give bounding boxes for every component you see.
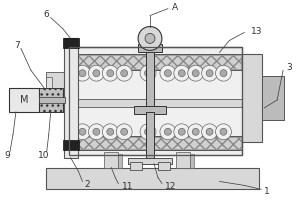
Bar — [63, 38, 79, 48]
Bar — [63, 140, 79, 150]
Circle shape — [93, 128, 100, 135]
Bar — [158, 162, 170, 170]
Circle shape — [145, 70, 152, 77]
Bar — [64, 38, 77, 158]
Text: 12: 12 — [165, 182, 176, 191]
Bar — [69, 47, 242, 155]
Text: 11: 11 — [122, 182, 134, 191]
Bar — [69, 136, 242, 150]
Circle shape — [145, 33, 155, 43]
Circle shape — [140, 65, 156, 81]
Text: A: A — [172, 3, 178, 12]
Text: 10: 10 — [38, 151, 50, 160]
Bar — [46, 168, 259, 189]
Circle shape — [107, 70, 114, 77]
Circle shape — [102, 124, 118, 140]
Bar — [134, 106, 166, 114]
Circle shape — [192, 70, 199, 77]
Circle shape — [164, 128, 171, 135]
Circle shape — [102, 65, 118, 81]
Circle shape — [188, 124, 204, 140]
Circle shape — [178, 128, 185, 135]
Bar — [9, 88, 39, 112]
Circle shape — [74, 124, 90, 140]
Circle shape — [88, 65, 104, 81]
Circle shape — [174, 124, 190, 140]
Circle shape — [121, 70, 128, 77]
Bar — [138, 44, 162, 52]
Bar — [69, 99, 242, 107]
Circle shape — [202, 124, 218, 140]
Circle shape — [215, 65, 231, 81]
Bar — [242, 54, 262, 142]
Circle shape — [215, 124, 231, 140]
Circle shape — [220, 70, 227, 77]
Bar — [70, 137, 242, 149]
Bar — [69, 70, 242, 136]
Bar — [176, 152, 190, 168]
Text: 9: 9 — [4, 151, 10, 160]
Circle shape — [79, 128, 86, 135]
Bar — [70, 55, 242, 69]
Text: 1: 1 — [264, 187, 270, 196]
Circle shape — [178, 70, 185, 77]
Text: 7: 7 — [14, 41, 20, 50]
Bar — [118, 154, 122, 168]
Bar — [146, 112, 154, 162]
Bar — [104, 152, 118, 168]
Circle shape — [145, 128, 152, 135]
Bar — [190, 154, 194, 168]
Bar — [39, 88, 63, 112]
Bar — [128, 158, 172, 164]
Circle shape — [202, 65, 218, 81]
Bar — [69, 54, 242, 70]
Circle shape — [88, 124, 104, 140]
Bar — [69, 47, 242, 155]
Text: 6: 6 — [44, 10, 50, 19]
Bar — [146, 47, 154, 107]
Circle shape — [206, 128, 213, 135]
Text: 13: 13 — [251, 27, 263, 36]
Circle shape — [116, 65, 132, 81]
Circle shape — [174, 65, 190, 81]
Circle shape — [107, 128, 114, 135]
Bar — [46, 77, 52, 105]
Bar — [262, 76, 284, 120]
Circle shape — [188, 65, 204, 81]
Bar — [39, 97, 64, 103]
Circle shape — [140, 124, 156, 140]
Circle shape — [206, 70, 213, 77]
Bar — [46, 72, 64, 112]
Circle shape — [192, 128, 199, 135]
Circle shape — [121, 128, 128, 135]
Circle shape — [160, 124, 176, 140]
Text: M: M — [20, 95, 28, 105]
Circle shape — [160, 65, 176, 81]
Circle shape — [164, 70, 171, 77]
Text: 3: 3 — [286, 63, 292, 72]
Circle shape — [138, 27, 162, 50]
Circle shape — [220, 128, 227, 135]
Circle shape — [93, 70, 100, 77]
Circle shape — [79, 70, 86, 77]
Circle shape — [116, 124, 132, 140]
Bar — [130, 162, 142, 170]
Text: 2: 2 — [85, 180, 90, 189]
Circle shape — [74, 65, 90, 81]
